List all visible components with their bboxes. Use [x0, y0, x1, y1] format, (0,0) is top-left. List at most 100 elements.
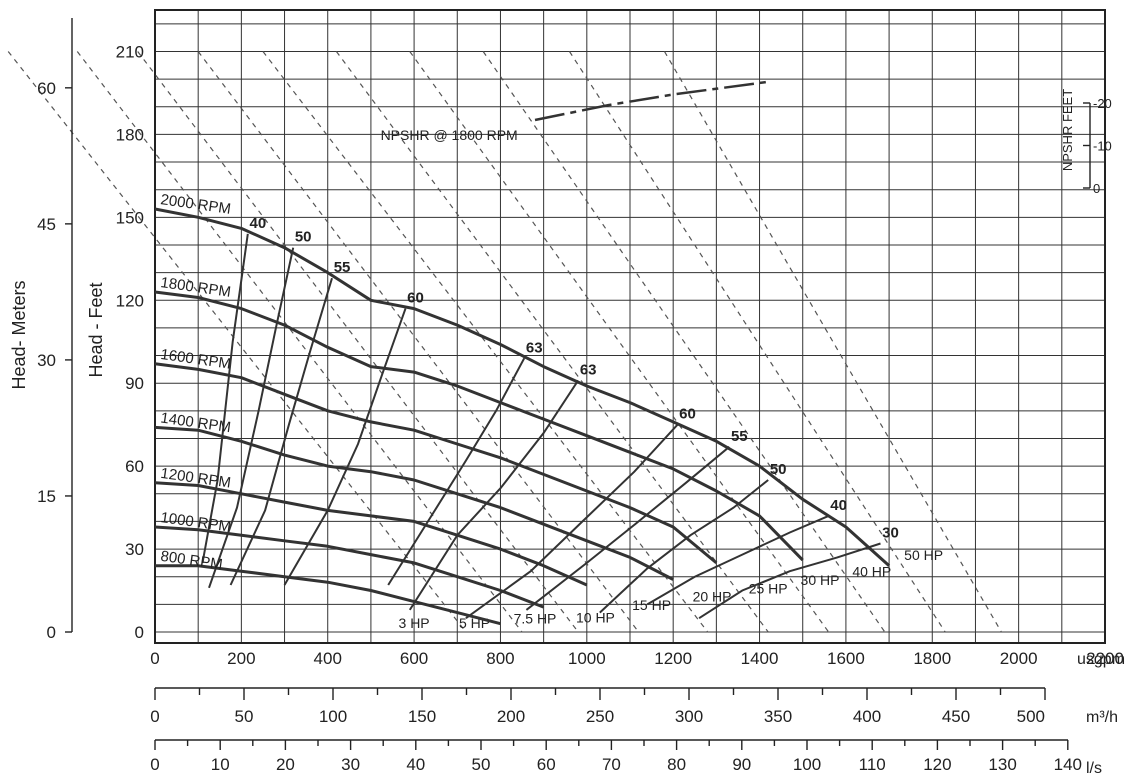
- rpm-curve: [154, 525, 545, 609]
- y-tick-label: 30: [125, 540, 144, 559]
- y-meters-axis-label: Head- Meters: [9, 280, 29, 389]
- efficiency-label: 63: [526, 339, 543, 356]
- hp-line: [197, 51, 640, 633]
- efficiency-label: 40: [249, 215, 266, 232]
- x-tick-label: 2200: [1086, 649, 1124, 668]
- hp-line: [335, 51, 769, 633]
- rpm-curve: [154, 290, 804, 562]
- x-axis-label: usgpm: [1077, 651, 1125, 668]
- efficiency-curve: [283, 308, 407, 586]
- hp-line: [663, 51, 1002, 633]
- hp-line: [482, 51, 886, 633]
- x-tick-label: 0: [150, 649, 159, 668]
- efficiency-curve: [599, 479, 769, 614]
- efficiency-label: 63: [580, 361, 597, 378]
- y-tick-label: 210: [116, 42, 144, 61]
- y-tick-label: 180: [116, 125, 144, 144]
- x3-tick-label: 0: [150, 755, 159, 774]
- rpm-label: 1000 RPM: [159, 509, 232, 536]
- rpm-label: 2000 RPM: [159, 191, 232, 218]
- hp-line: [137, 51, 579, 633]
- y-tick-label: 150: [116, 208, 144, 227]
- x3-tick-label: 120: [923, 755, 951, 774]
- x3-axis-label: l/s: [1086, 760, 1102, 777]
- y-feet-axis: 0 30 60 90 120 150 180 210: [116, 42, 144, 642]
- hp-label: 30 HP: [801, 572, 840, 588]
- hp-label: 15 HP: [632, 597, 671, 613]
- y-tick-label: 90: [125, 374, 144, 393]
- x-tick-label: 800: [486, 649, 514, 668]
- npshr-tick-label: 0: [1093, 181, 1100, 196]
- x3-tick-label: 100: [793, 755, 821, 774]
- rpm-label: 1400 RPM: [159, 410, 232, 437]
- x2-tick-label: 300: [675, 707, 703, 726]
- y-meters-tick-label: 0: [47, 623, 56, 642]
- hp-label: 20 HP: [693, 589, 732, 605]
- rpm-curve: [154, 207, 891, 567]
- efficiency-label: 50: [295, 229, 312, 246]
- x2-tick-label: 500: [1017, 707, 1045, 726]
- x-tick-label: 1800: [913, 649, 951, 668]
- efficiency-curve: [465, 424, 679, 620]
- hp-line: [7, 51, 467, 633]
- x-m3h-axis: 0 50 100 150 200 250 300 350 400 450 500: [150, 688, 1046, 726]
- x-usgpm-axis: 0 200 400 600 800 1000 1200 1400 1600 1800 2000 220…: [150, 649, 1124, 668]
- hp-label: 40 HP: [852, 564, 891, 580]
- x2-tick-label: 0: [150, 707, 159, 726]
- hp-line: [76, 51, 523, 633]
- npshr-axis-label: NPSHR FEET: [1060, 89, 1075, 171]
- x3-tick-label: 110: [859, 755, 886, 774]
- y-tick-label: 0: [135, 623, 144, 642]
- efficiency-label: 55: [334, 259, 351, 276]
- npshr-tick-label: -10: [1093, 139, 1112, 154]
- x3-tick-label: 10: [211, 755, 230, 774]
- x3-tick-label: 60: [537, 755, 556, 774]
- x3-tick-label: 90: [732, 755, 751, 774]
- efficiency-curve: [387, 357, 526, 586]
- x-tick-label: 200: [227, 649, 255, 668]
- x2-tick-label: 450: [942, 707, 970, 726]
- efficiency-curve: [698, 542, 881, 620]
- hp-label: 25 HP: [749, 580, 788, 596]
- x2-axis-label: m³/h: [1086, 709, 1118, 726]
- npshr-line: [534, 80, 769, 122]
- x-tick-label: 1400: [741, 649, 779, 668]
- efficiency-curve: [229, 277, 333, 586]
- efficiency-curve: [408, 379, 580, 611]
- x2-tick-label: 250: [586, 707, 614, 726]
- rpm-curve: [154, 425, 674, 581]
- plot-frame: [154, 9, 1106, 644]
- x-ls-axis: 0 10 20 30 40 50 60 70 80 90 100 110 120 130 140: [150, 740, 1082, 774]
- efficiency-curves: 40 50 55 60 63 63 60 55 50 40 30: [201, 215, 899, 620]
- y-meters-axis: 0 15 30 45 60: [37, 79, 72, 642]
- y-tick-label: 120: [116, 291, 144, 310]
- x2-tick-label: 200: [497, 707, 525, 726]
- y-meters-tick-label: 15: [37, 487, 56, 506]
- efficiency-curve: [646, 514, 829, 606]
- x3-tick-label: 30: [341, 755, 360, 774]
- x2-tick-label: 350: [764, 707, 792, 726]
- efficiency-label: 60: [679, 406, 696, 423]
- x-tick-label: 1200: [654, 649, 692, 668]
- npshr-curve: NPSHR @ 1800 RPM: [381, 80, 769, 143]
- rpm-curve: [155, 564, 501, 626]
- x2-tick-label: 400: [853, 707, 881, 726]
- rpm-label: 800 RPM: [159, 548, 223, 574]
- x3-tick-label: 130: [988, 755, 1016, 774]
- x3-tick-label: 50: [472, 755, 491, 774]
- hp-label: 50 HP: [904, 547, 943, 563]
- hp-label: 10 HP: [576, 609, 615, 625]
- x3-tick-label: 80: [667, 755, 686, 774]
- grid: [154, 10, 1106, 643]
- x2-tick-label: 100: [319, 707, 347, 726]
- x3-tick-label: 70: [602, 755, 621, 774]
- x3-tick-label: 20: [276, 755, 295, 774]
- x3-tick-label: 140: [1054, 755, 1082, 774]
- hp-label: 7.5 HP: [514, 611, 557, 627]
- x2-tick-label: 150: [408, 707, 436, 726]
- x-tick-label: 400: [314, 649, 342, 668]
- rpm-label: 1200 RPM: [159, 465, 232, 492]
- y-meters-tick-label: 45: [37, 215, 56, 234]
